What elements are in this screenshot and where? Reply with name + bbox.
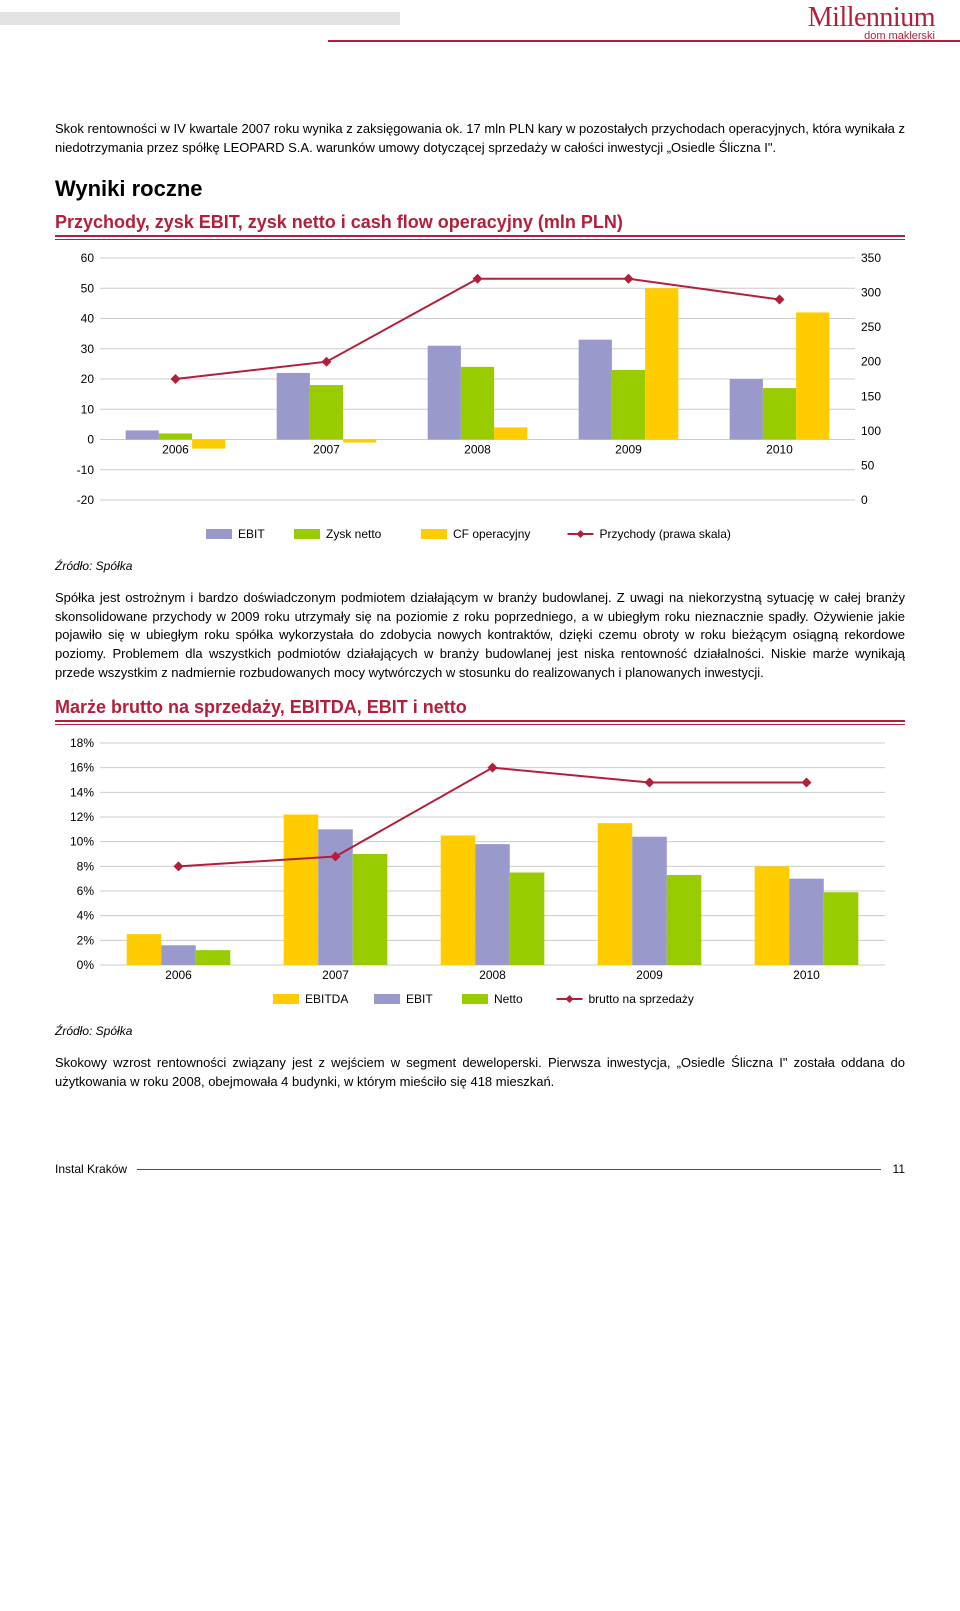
svg-text:60: 60 (81, 251, 95, 265)
chart2: 0% 2% 4% 6% 8% 10% 12% 14% 16% 18% 2006 2007 2008 200… (55, 733, 905, 1016)
svg-text:-20: -20 (77, 493, 95, 507)
svg-text:40: 40 (81, 311, 95, 325)
svg-text:16%: 16% (70, 761, 94, 775)
chart1: -20 -10 0 10 20 30 40 50 60 0 50 100 150 200 250 300 350… (55, 248, 905, 551)
svg-text:150: 150 (861, 389, 881, 403)
svg-text:-10: -10 (77, 462, 95, 476)
svg-text:0: 0 (861, 493, 868, 507)
brand-logo: Millennium dom maklerski (808, 2, 935, 42)
svg-text:50: 50 (861, 458, 875, 472)
svg-text:2009: 2009 (636, 968, 663, 982)
chart1-title-underline (55, 239, 905, 240)
page-header: Millennium dom maklerski (55, 0, 905, 60)
svg-text:2008: 2008 (479, 968, 506, 982)
svg-text:2007: 2007 (313, 442, 340, 456)
svg-text:300: 300 (861, 285, 881, 299)
chart2-title-underline (55, 724, 905, 725)
svg-text:12%: 12% (70, 810, 94, 824)
header-accent-line (328, 40, 960, 42)
intro-paragraph: Skok rentowności w IV kwartale 2007 roku… (55, 120, 905, 158)
section-title: Wyniki roczne (55, 176, 905, 202)
svg-text:2%: 2% (77, 933, 95, 947)
svg-text:EBITDA: EBITDA (305, 992, 348, 1006)
chart2-svg: 0% 2% 4% 6% 8% 10% 12% 14% 16% 18% 2006 2007 2008 200… (55, 733, 905, 1013)
footer-accent-line (137, 1169, 881, 1170)
svg-text:50: 50 (81, 281, 95, 295)
footer-page-number: 11 (887, 1162, 905, 1176)
svg-text:Zysk netto: Zysk netto (326, 527, 382, 541)
svg-text:2006: 2006 (162, 442, 189, 456)
svg-text:CF operacyjny: CF operacyjny (453, 527, 530, 541)
mid-paragraph: Spółka jest ostrożnym i bardzo doświadcz… (55, 589, 905, 683)
svg-text:20: 20 (81, 372, 95, 386)
svg-text:2006: 2006 (165, 968, 192, 982)
svg-text:100: 100 (861, 424, 881, 438)
svg-text:8%: 8% (77, 859, 95, 873)
footer-doc-name: Instal Kraków (55, 1162, 137, 1176)
chart2-source: Źródło: Spółka (55, 1024, 905, 1038)
svg-text:brutto na sprzedaży: brutto na sprzedaży (589, 992, 694, 1006)
svg-text:2009: 2009 (615, 442, 642, 456)
svg-text:250: 250 (861, 320, 881, 334)
end-paragraph: Skokowy wzrost rentowności związany jest… (55, 1054, 905, 1092)
svg-text:10: 10 (81, 402, 95, 416)
svg-text:2010: 2010 (766, 442, 793, 456)
svg-text:18%: 18% (70, 736, 94, 750)
svg-text:2007: 2007 (322, 968, 349, 982)
svg-text:EBIT: EBIT (406, 992, 433, 1006)
svg-text:0: 0 (87, 432, 94, 446)
header-gray-bar (0, 12, 400, 25)
svg-text:Netto: Netto (494, 992, 523, 1006)
svg-text:EBIT: EBIT (238, 527, 265, 541)
svg-text:200: 200 (861, 354, 881, 368)
svg-text:4%: 4% (77, 909, 95, 923)
page-footer: Instal Kraków 11 (55, 1162, 905, 1176)
svg-text:14%: 14% (70, 785, 94, 799)
svg-text:2008: 2008 (464, 442, 491, 456)
svg-text:350: 350 (861, 251, 881, 265)
chart1-source: Źródło: Spółka (55, 559, 905, 573)
chart1-title: Przychody, zysk EBIT, zysk netto i cash … (55, 212, 905, 237)
svg-text:30: 30 (81, 341, 95, 355)
svg-text:2010: 2010 (793, 968, 820, 982)
chart2-title: Marże brutto na sprzedaży, EBITDA, EBIT … (55, 697, 905, 722)
svg-text:Przychody (prawa skala): Przychody (prawa skala) (600, 527, 731, 541)
svg-text:10%: 10% (70, 835, 94, 849)
chart1-svg: -20 -10 0 10 20 30 40 50 60 0 50 100 150 200 250 300 350… (55, 248, 905, 548)
svg-text:6%: 6% (77, 884, 95, 898)
svg-text:0%: 0% (77, 958, 95, 972)
